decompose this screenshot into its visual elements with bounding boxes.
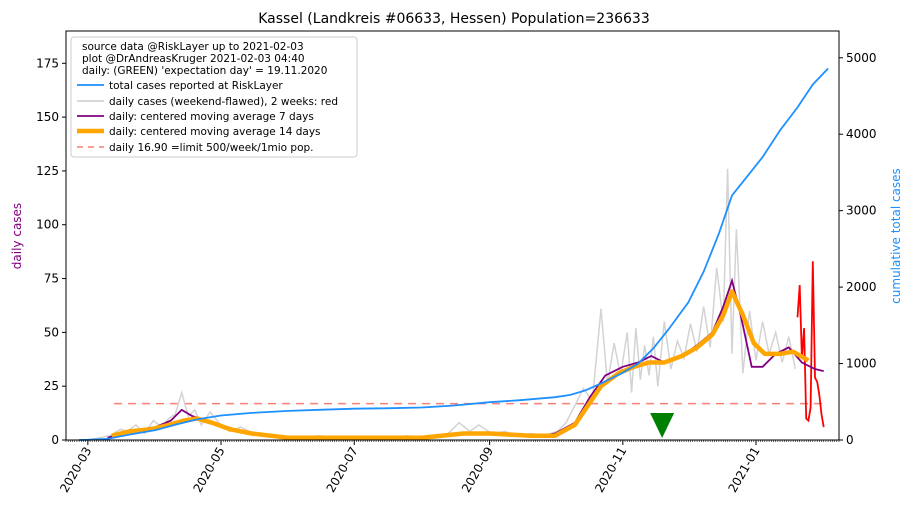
x-tick-label: 2020-03 bbox=[57, 445, 94, 495]
y-tick-label-right: 4000 bbox=[846, 127, 877, 141]
y-tick-label-right: 2000 bbox=[846, 280, 877, 294]
legend-label-daily: daily cases (weekend-flawed), 2 weeks: r… bbox=[109, 96, 338, 108]
legend: source data @RiskLayer up to 2021-02-03 … bbox=[70, 36, 358, 158]
legend-label-total: total cases reported at RiskLayer bbox=[109, 80, 283, 92]
legend-note-plot: plot @DrAndreasKruger 2021-02-03 04:40 bbox=[82, 53, 305, 65]
total-cases-line bbox=[79, 67, 829, 441]
legend-label-ma7: daily: centered moving average 7 days bbox=[109, 111, 314, 123]
daily-cases-line bbox=[87, 168, 797, 441]
legend-note-expectation: daily: (GREEN) 'expectation day' = 19.11… bbox=[82, 65, 327, 77]
x-tick-label: 2021-01 bbox=[725, 445, 762, 495]
x-tick-label: 2020-07 bbox=[324, 445, 361, 495]
y-axis-label-left: daily cases bbox=[10, 203, 24, 269]
y-tick-label-left: 150 bbox=[36, 110, 59, 124]
y-axis-label-right: cumulative total cases bbox=[889, 168, 903, 304]
y-tick-label-left: 100 bbox=[36, 218, 59, 232]
y-tick-label-left: 50 bbox=[44, 325, 59, 339]
legend-label-ma14: daily: centered moving average 14 days bbox=[109, 126, 321, 138]
moving-average-7-line bbox=[107, 277, 824, 439]
expectation-day-marker bbox=[650, 413, 675, 438]
y-tick-label-right: 3000 bbox=[846, 204, 877, 218]
y-tick-label-left: 125 bbox=[36, 164, 59, 178]
plot-area bbox=[79, 67, 829, 441]
y-tick-label-right: 1000 bbox=[846, 357, 877, 371]
x-tick-label: 2020-05 bbox=[190, 445, 227, 495]
legend-label-limit: daily 16.90 =limit 500/week/1mio pop. bbox=[109, 142, 314, 154]
daily-cases-recent-line bbox=[796, 261, 825, 428]
y-tick-label-left: 75 bbox=[44, 272, 59, 286]
y-tick-label-right: 5000 bbox=[846, 51, 877, 65]
chart-title: Kassel (Landkreis #06633, Hessen) Popula… bbox=[258, 11, 649, 27]
moving-average-14-line bbox=[111, 289, 810, 441]
y-tick-label-left: 25 bbox=[44, 379, 59, 393]
x-tick-label: 2020-11 bbox=[592, 445, 629, 495]
x-tick-label: 2020-09 bbox=[459, 445, 496, 495]
legend-note-source: source data @RiskLayer up to 2021-02-03 bbox=[82, 41, 304, 53]
y-tick-label-left: 175 bbox=[36, 56, 59, 70]
y-tick-label-right: 0 bbox=[846, 433, 854, 447]
y-tick-label-left: 0 bbox=[51, 433, 59, 447]
legend-box bbox=[70, 36, 358, 158]
